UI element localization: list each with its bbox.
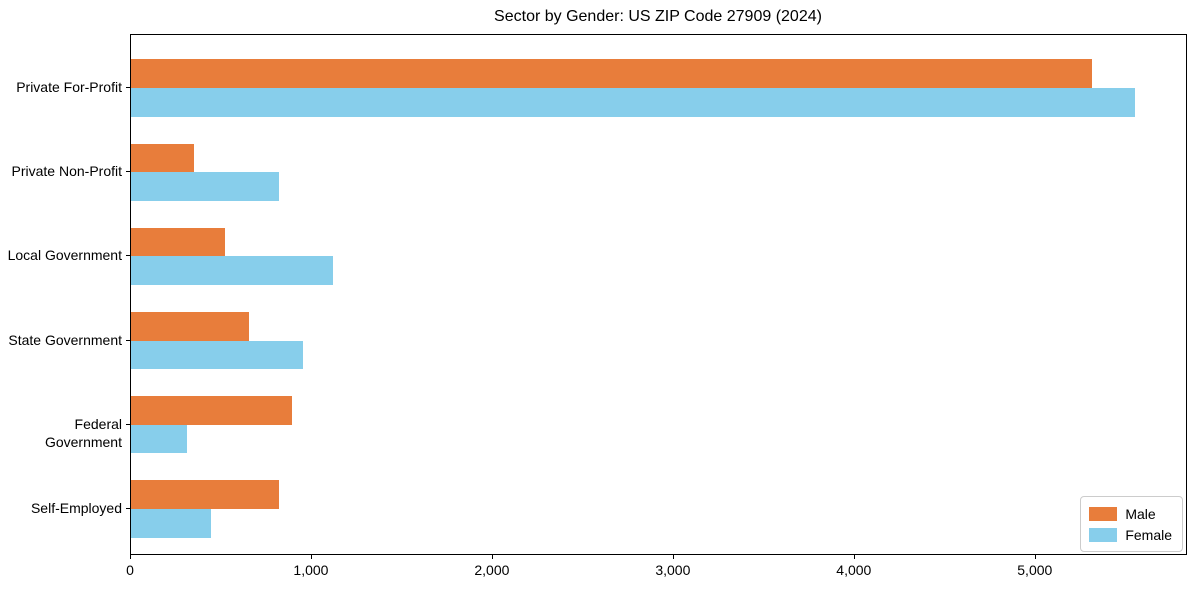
bar-female-private-non-profit <box>131 172 280 201</box>
bar-male-private-non-profit <box>131 143 195 173</box>
y-axis-category-label: State Government <box>8 331 122 348</box>
x-tick-mark <box>130 555 131 559</box>
x-tick-label: 5,000 <box>1017 562 1053 578</box>
legend-swatch-female <box>1089 527 1118 542</box>
bar-male-local-government <box>131 227 226 257</box>
y-tick-mark <box>126 255 130 257</box>
bar-male-private-for-profit <box>131 59 1092 88</box>
y-axis-category-label: Private For-Profit <box>16 79 122 95</box>
y-axis-category-label: Private Non-Profit <box>11 163 122 180</box>
x-tick-label: 0 <box>126 562 134 578</box>
x-tick-label: 3,000 <box>655 562 691 578</box>
bar-male-state-government <box>131 312 249 341</box>
x-tick-label: 1,000 <box>293 562 329 578</box>
x-tick-mark <box>672 555 674 559</box>
legend: Male Female <box>1080 496 1183 552</box>
x-tick-mark <box>1034 555 1036 559</box>
y-axis-category-label: Federal Government <box>44 415 122 450</box>
x-tick-mark <box>491 555 493 559</box>
legend-item-female: Female <box>1089 524 1172 545</box>
x-tick-mark <box>310 555 312 559</box>
bar-male-self-employed <box>131 480 280 509</box>
y-tick-mark <box>126 87 130 88</box>
bar-female-self-employed <box>131 509 211 538</box>
y-tick-mark <box>126 423 130 425</box>
x-tick-label: 4,000 <box>836 562 872 578</box>
plot-area <box>130 34 1187 555</box>
x-tick-label: 2,000 <box>474 562 510 578</box>
bar-female-private-for-profit <box>131 88 1136 117</box>
y-axis-category-label: Self-Employed <box>30 500 122 516</box>
bar-male-federal-government <box>131 396 293 425</box>
legend-label-female: Female <box>1125 526 1172 543</box>
chart-title: Sector by Gender: US ZIP Code 27909 (202… <box>494 8 822 25</box>
bar-female-local-government <box>131 256 333 285</box>
y-axis-category-label: Local Government <box>7 247 122 264</box>
legend-label-male: Male <box>1125 505 1156 522</box>
y-tick-mark <box>126 171 130 173</box>
bar-female-federal-government <box>131 424 188 454</box>
legend-swatch-male <box>1089 506 1118 521</box>
y-tick-mark <box>126 339 130 341</box>
bar-female-state-government <box>131 340 303 370</box>
x-tick-mark <box>853 555 855 559</box>
y-tick-mark <box>126 508 130 509</box>
legend-item-male: Male <box>1089 503 1172 524</box>
